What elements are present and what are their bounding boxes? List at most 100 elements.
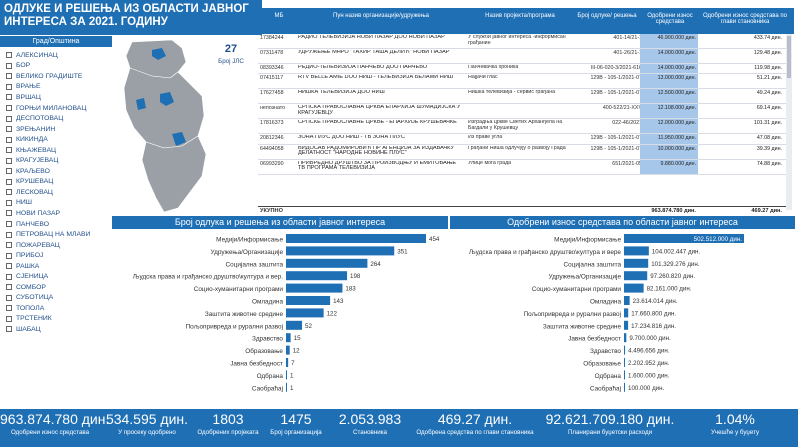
chart-count-by-area[interactable]: Медији/Информисање 454 Удружења/Организаци… [112, 232, 448, 408]
bar[interactable] [286, 246, 395, 256]
municipality-item[interactable]: ПОЖАРЕВАЦ [6, 240, 114, 251]
municipality-item[interactable]: КРУШЕВАЦ [6, 177, 114, 188]
municipality-item[interactable]: ЗРЕЊАНИН [6, 124, 114, 135]
bar[interactable] [624, 370, 625, 380]
municipality-item[interactable]: ТОПОЛА [6, 303, 114, 314]
checkbox[interactable] [6, 73, 12, 80]
checkbox[interactable] [6, 115, 12, 122]
col-project[interactable]: Назив пројекта/програма [485, 13, 555, 19]
bar[interactable] [286, 258, 368, 268]
bar[interactable] [286, 358, 289, 367]
municipality-item[interactable]: ВРАЊЕ [6, 82, 114, 93]
bar[interactable] [286, 370, 287, 380]
bar[interactable] [624, 271, 648, 281]
bar[interactable] [624, 246, 649, 256]
checkbox[interactable] [6, 83, 12, 90]
checkbox[interactable] [6, 326, 12, 333]
checkbox[interactable] [6, 221, 12, 228]
bar[interactable] [624, 345, 626, 355]
bar[interactable] [624, 308, 629, 318]
municipality-item[interactable]: ПАНЧЕВО [6, 219, 114, 230]
checkbox[interactable] [6, 62, 12, 69]
table-row[interactable]: 20812346 ЗОНА ПЛУС ДОО НИШ - ТВ ЗОНА ПЛУ… [258, 134, 786, 145]
table-row[interactable]: 07311478 УДРУЖЕЊЕ МНРО "ТАХИР ТАША ДЕЛИЋ… [258, 49, 786, 64]
bar[interactable] [624, 258, 649, 268]
checkbox[interactable] [6, 52, 12, 59]
municipality-item[interactable]: ЛЕСКОВАЦ [6, 187, 114, 198]
checkbox[interactable] [6, 315, 12, 322]
municipality-item[interactable]: СЈЕНИЦА [6, 271, 114, 282]
municipality-item[interactable]: КРАГУЈЕВАЦ [6, 155, 114, 166]
checkbox[interactable] [6, 147, 12, 154]
table-row[interactable]: непознато СРПСКА ПРАВОСЛАВНА ЦРКВА ЕПАРХ… [258, 104, 786, 120]
bar[interactable] [286, 296, 331, 305]
table-scrollbar[interactable] [786, 34, 792, 210]
municipality-item[interactable]: ВРШАЦ [6, 92, 114, 103]
municipality-item[interactable]: ТРСТЕНИК [6, 314, 114, 325]
checkbox[interactable] [6, 189, 12, 196]
scrollbar-thumb[interactable] [787, 36, 791, 78]
bar[interactable] [624, 320, 629, 330]
checkbox[interactable] [6, 178, 12, 185]
municipality-item[interactable]: ГОРЊИ МИЛАНОВАЦ [6, 103, 114, 114]
checkbox[interactable] [6, 136, 12, 143]
table-row[interactable]: 07415117 RTV BELLE AMIE DOO НИШ - ТЕЛЕВИ… [258, 74, 786, 90]
municipality-item[interactable]: РАШКА [6, 261, 114, 272]
bar[interactable] [624, 296, 630, 305]
municipality-item[interactable]: БОР [6, 61, 114, 72]
checkbox[interactable] [6, 157, 12, 164]
municipality-item[interactable]: СОМБОР [6, 282, 114, 293]
municipality-item[interactable]: СУБОТИЦА [6, 293, 114, 304]
table-row[interactable]: 17816373 СРПСКЕ ПРАВОСЛАВНЕ ЦРКВЕ - ЕПАР… [258, 119, 786, 135]
bar[interactable] [624, 283, 644, 293]
municipality-item[interactable]: ВЕЛИКО ГРАДИШТЕ [6, 71, 114, 82]
checkbox[interactable] [6, 199, 12, 206]
checkbox[interactable] [6, 126, 12, 133]
table-row[interactable]: 17627458 НИШКА ТЕЛЕВИЗИЈА ДОО НИШ Нишка … [258, 89, 786, 105]
map-region-highlight-north[interactable] [152, 48, 166, 60]
checkbox[interactable] [6, 242, 12, 249]
bar[interactable] [286, 234, 426, 243]
col-amount[interactable]: Одобрени износ средстава [647, 13, 693, 25]
bar[interactable] [286, 345, 290, 355]
municipality-item[interactable]: ПРИБОЈ [6, 250, 114, 261]
checkbox[interactable] [6, 252, 12, 259]
map-region-highlight-west[interactable] [136, 98, 146, 110]
col-decision-number[interactable]: Број одлуке/ решења [577, 13, 637, 19]
municipality-item[interactable]: ПЕТРОВАЦ НА МЛАВИ [6, 229, 114, 240]
bar[interactable] [624, 358, 625, 367]
checkbox[interactable] [6, 105, 12, 111]
map-region-south[interactable] [141, 135, 207, 213]
map-region-highlight-center[interactable] [160, 92, 174, 106]
table-row[interactable]: 08393346 РЕДИО-ТЕЛЕВИЗИЈА ПАНЧЕВО ДОО ПА… [258, 64, 786, 75]
municipality-item[interactable]: КЊАЖЕВАЦ [6, 145, 114, 156]
table-row[interactable]: 17384244 РАДИО ТЕЛЕВИЗИЈА НОВИ ПАЗАР ДОО… [258, 34, 786, 49]
checkbox[interactable] [6, 94, 12, 101]
table-row[interactable]: 64494058 ВИДОСАВ РАДОМИРОВИЋ ПР АГЕНЦИЈА… [258, 144, 786, 160]
municipality-item[interactable]: ДЕСПОТОВАЦ [6, 113, 114, 124]
checkbox[interactable] [6, 305, 12, 312]
municipality-item[interactable]: НОВИ ПАЗАР [6, 208, 114, 219]
checkbox[interactable] [6, 168, 12, 175]
col-amount-per-capita[interactable]: Одобрени износ средстава по глави станов… [702, 13, 787, 25]
bar[interactable] [286, 283, 343, 293]
col-mb[interactable]: МБ [274, 13, 284, 19]
chart-amount-by-area[interactable]: Медији/Информисање 502.512.000 дин. Људска… [450, 232, 795, 408]
col-org-name[interactable]: Пун назив организације/удружења [333, 13, 429, 19]
checkbox[interactable] [6, 210, 12, 217]
municipality-item[interactable]: КРАЉЕВО [6, 166, 114, 177]
checkbox[interactable] [6, 273, 12, 280]
checkbox[interactable] [6, 294, 12, 301]
municipality-item[interactable]: АЛЕКСИНАЦ [6, 50, 114, 61]
checkbox[interactable] [6, 263, 12, 270]
bar[interactable] [286, 320, 303, 330]
map-region-central[interactable] [123, 67, 205, 149]
bar[interactable] [624, 333, 627, 343]
bar[interactable] [624, 382, 625, 392]
bar[interactable] [624, 234, 744, 243]
checkbox[interactable] [6, 284, 12, 291]
municipality-item[interactable]: КИКИНДА [6, 134, 114, 145]
bar[interactable] [286, 271, 348, 281]
table-row[interactable]: 06993290 ПРИВРЕДНО ДРУШТВО ЗА ПРОИЗВОДЊУ… [258, 159, 786, 175]
checkbox[interactable] [6, 231, 12, 238]
